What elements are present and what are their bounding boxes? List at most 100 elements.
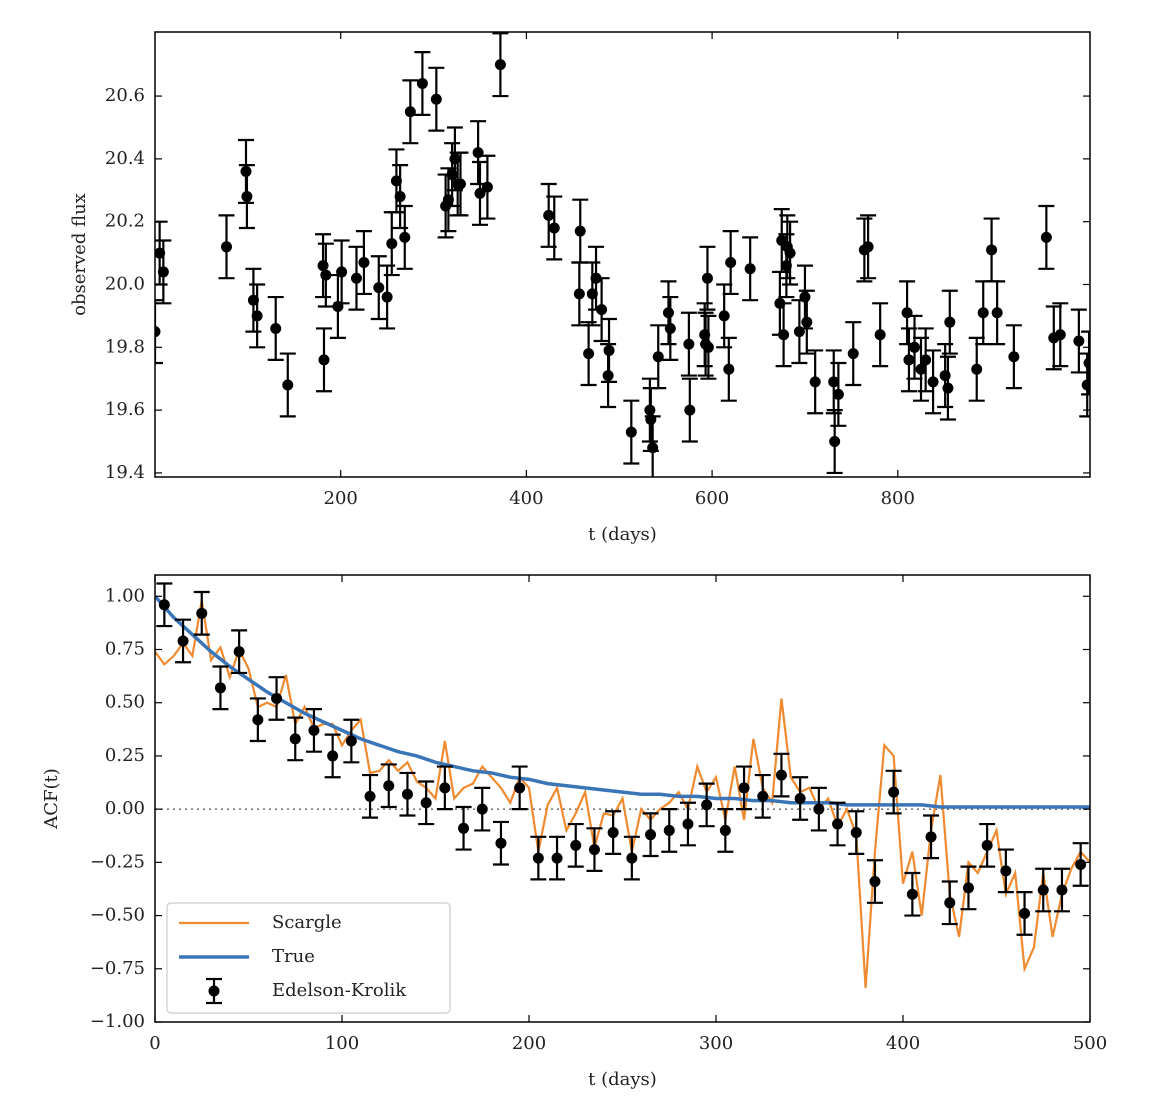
error-bar <box>287 716 304 762</box>
marker <box>430 93 442 105</box>
error-bar <box>904 871 921 917</box>
plot-area <box>155 32 1090 477</box>
marker <box>282 379 294 391</box>
marker <box>701 272 713 284</box>
error-bar <box>549 835 566 881</box>
error-bar <box>317 242 334 308</box>
error-bar <box>155 299 163 365</box>
error-bar <box>175 618 192 664</box>
error-bar <box>807 349 824 415</box>
error-bar <box>661 808 678 853</box>
error-bar <box>474 786 491 832</box>
error-bar <box>848 810 865 855</box>
error-bar <box>960 865 977 911</box>
error-bar <box>571 261 588 327</box>
error-bar <box>866 859 883 904</box>
error-bar <box>492 820 509 866</box>
x-axis-label: t (days) <box>588 1069 657 1090</box>
error-bar <box>720 336 737 402</box>
marker <box>271 692 283 704</box>
error-bar <box>428 66 445 132</box>
marker <box>401 788 413 800</box>
y-tick-label: 1.00 <box>105 585 145 606</box>
marker <box>925 831 937 843</box>
marker <box>214 682 226 694</box>
error-bar <box>792 776 809 821</box>
error-bar <box>348 245 365 311</box>
line-series <box>155 595 1090 809</box>
error-bar <box>1052 302 1069 368</box>
marker <box>903 354 915 366</box>
marker <box>373 282 385 294</box>
marker <box>662 307 674 319</box>
error-bar <box>810 786 827 832</box>
legend-label: True <box>272 946 315 967</box>
error-bar <box>754 773 771 819</box>
marker <box>270 322 282 334</box>
error-bar <box>782 220 799 286</box>
marker <box>350 272 362 284</box>
error-bar <box>249 283 266 349</box>
error-bar <box>717 808 734 853</box>
marker <box>986 244 998 256</box>
marker <box>220 241 232 253</box>
marker <box>233 646 245 658</box>
error-bar <box>267 295 284 361</box>
marker <box>495 837 507 849</box>
marker <box>862 241 874 253</box>
y-tick-label: −1.00 <box>90 1011 145 1032</box>
marker <box>794 793 806 804</box>
marker <box>738 782 750 794</box>
error-bar <box>997 848 1014 894</box>
error-bar <box>343 718 360 764</box>
x-tick-label: 400 <box>509 488 543 509</box>
error-bar <box>511 765 528 811</box>
marker <box>543 209 555 221</box>
y-tick-label: 20.4 <box>105 148 145 169</box>
legend-box <box>166 902 451 1014</box>
legend-swatch <box>208 985 220 997</box>
marker <box>364 790 376 802</box>
error-bar <box>470 120 487 186</box>
marker <box>308 724 320 736</box>
error-bar <box>584 261 601 327</box>
error-bar <box>662 295 679 361</box>
error-bar <box>680 311 697 377</box>
marker <box>809 376 821 388</box>
error-bar <box>530 835 547 881</box>
error-bar <box>681 377 698 443</box>
marker <box>702 341 714 353</box>
error-bar <box>355 230 372 296</box>
marker <box>832 818 844 830</box>
marker <box>1037 884 1049 896</box>
marker <box>596 304 608 316</box>
marker <box>318 354 330 366</box>
marker <box>684 404 696 416</box>
error-bar <box>829 801 846 847</box>
y-tick-label: 0.75 <box>105 639 145 660</box>
marker <box>944 316 956 328</box>
marker <box>906 888 918 900</box>
marker <box>1019 907 1031 919</box>
marker <box>847 348 859 360</box>
error-bar <box>580 321 597 387</box>
x-tick-label: 800 <box>881 488 915 509</box>
y-tick-label: −0.75 <box>90 958 145 979</box>
marker <box>664 322 676 334</box>
error-bar <box>644 415 661 477</box>
error-bar <box>245 267 262 333</box>
error-bar <box>315 327 332 393</box>
error-bar <box>979 822 996 868</box>
error-bar <box>1070 308 1087 374</box>
marker <box>723 363 735 375</box>
error-bar <box>402 79 419 145</box>
error-bar <box>623 399 640 465</box>
marker <box>252 714 264 726</box>
x-tick-label: 300 <box>699 1033 733 1054</box>
error-bar <box>860 214 877 280</box>
marker <box>719 824 731 836</box>
y-axis-label: observed flux <box>69 193 90 316</box>
error-bar <box>540 182 557 248</box>
marker <box>588 844 600 856</box>
error-bar <box>989 280 1006 346</box>
